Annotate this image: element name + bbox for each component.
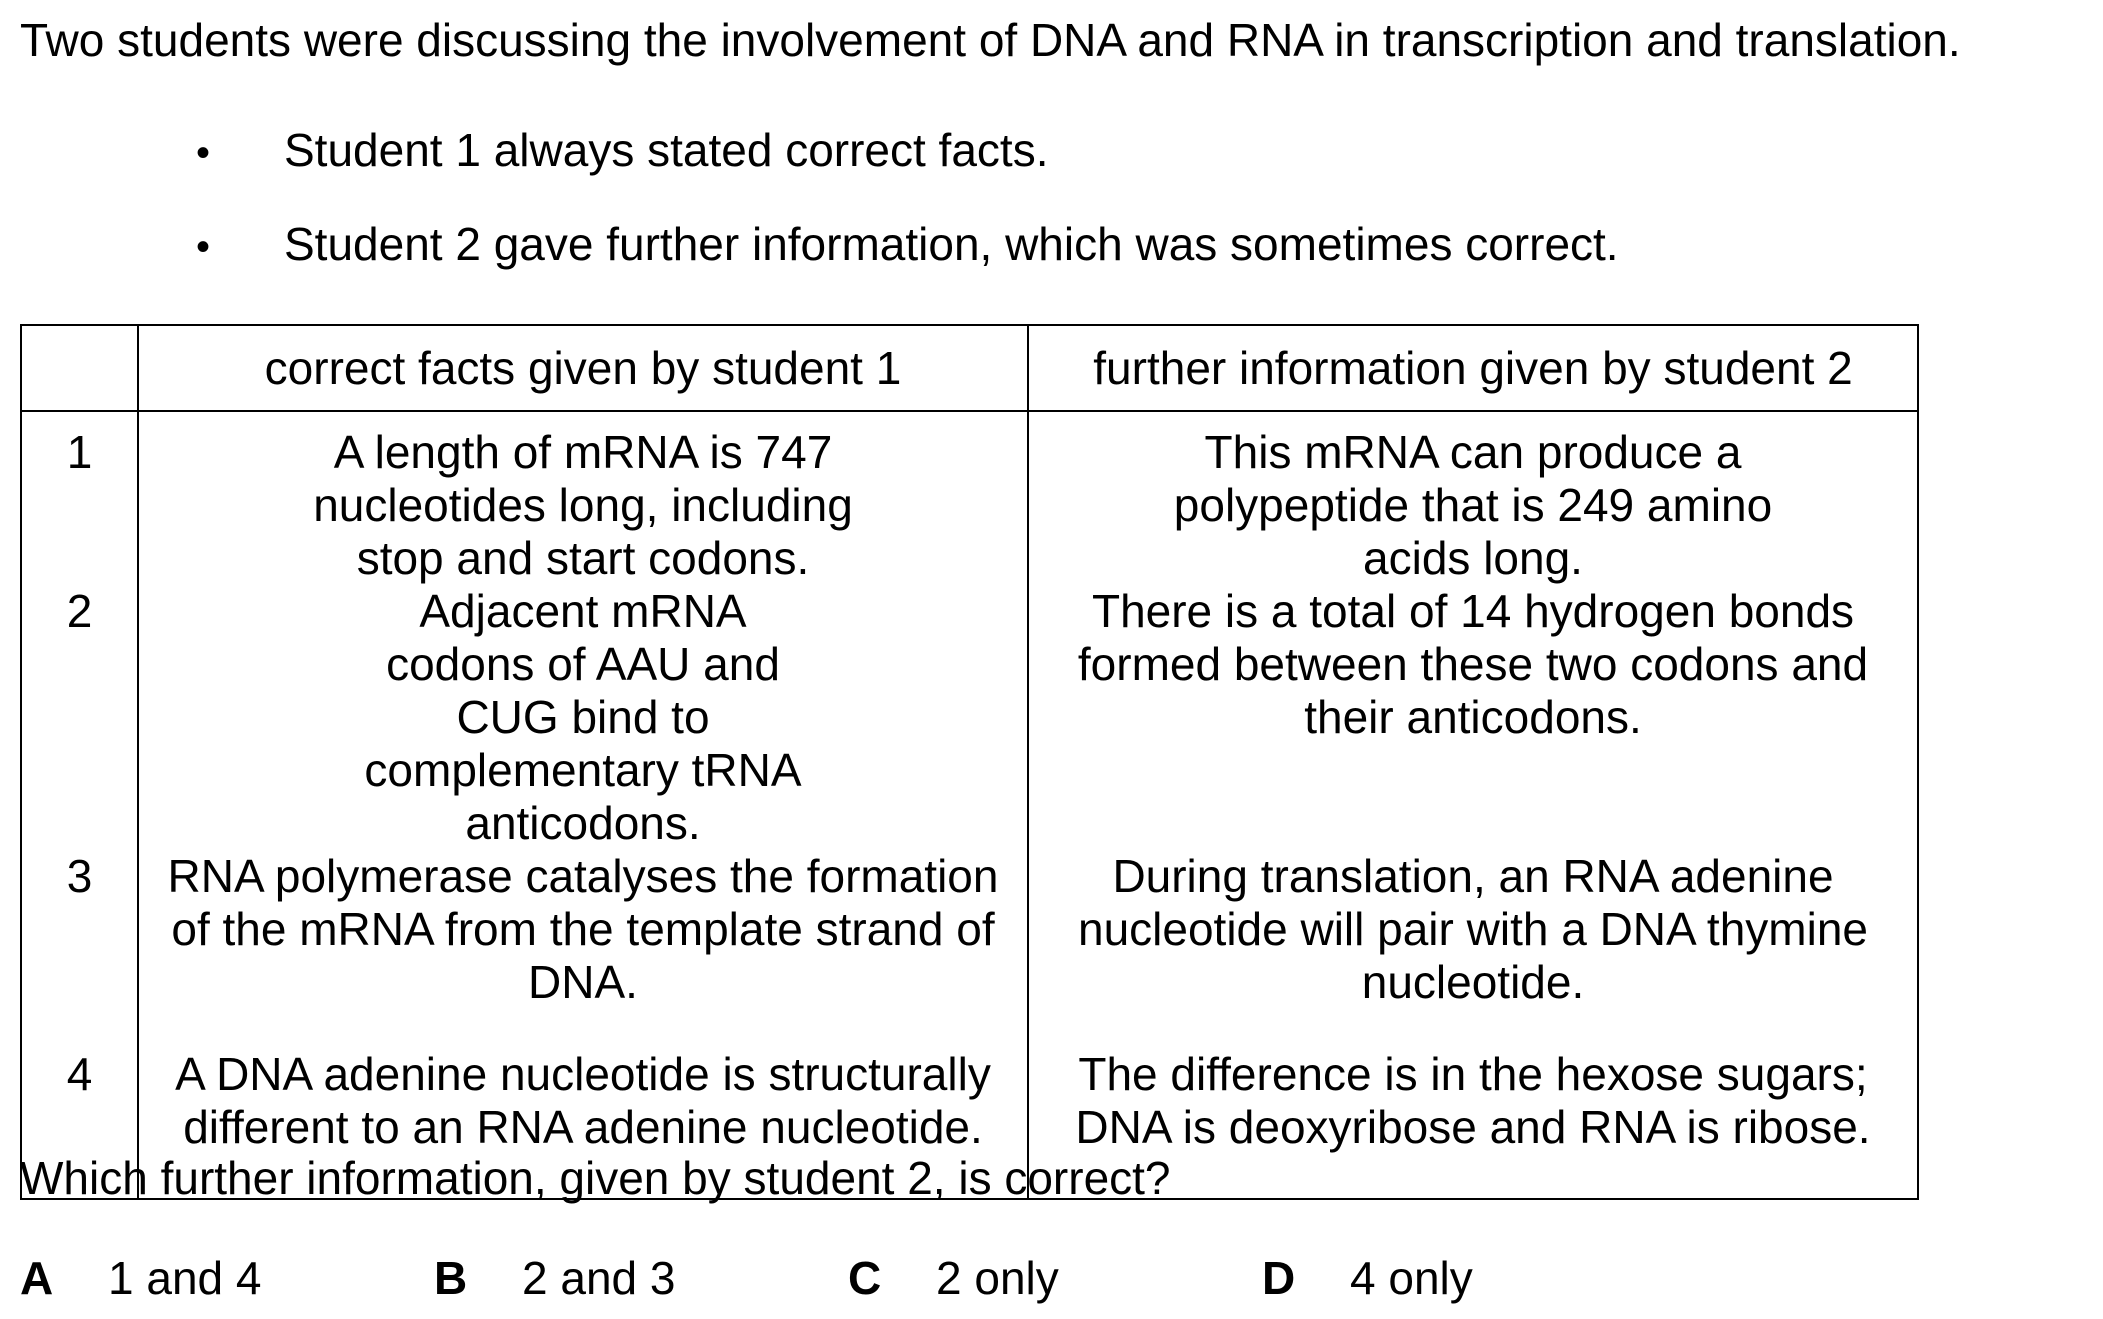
bullet-text: Student 1 always stated correct facts. [284, 124, 1049, 176]
bullet-icon: • [196, 131, 211, 175]
row-number-text: 4 [66, 1048, 93, 1100]
bullet-icon: • [196, 225, 211, 269]
fact-text: Adjacent mRNA codons of AAU and CUG bind… [364, 585, 802, 849]
fact-text: A length of mRNA is 747 nucleotides long… [313, 426, 853, 584]
header-number [20, 324, 139, 412]
info-cell: The difference is in the hexose sugars; … [1027, 1048, 1919, 1200]
bullet-item: • Student 1 always stated correct facts. [196, 122, 1048, 181]
header-student2-info: further information given by student 2 [1027, 324, 1919, 412]
option-a[interactable]: A 1 and 4 [20, 1250, 261, 1306]
table-row: 2 Adjacent mRNA codons of AAU and CUG bi… [20, 585, 1919, 850]
option-b[interactable]: B 2 and 3 [434, 1250, 675, 1306]
info-cell: This mRNA can produce a polypeptide that… [1027, 411, 1919, 585]
option-letter: C [848, 1252, 882, 1304]
fact-text: A DNA adenine nucleotide is structurally… [175, 1048, 991, 1153]
option-letter: B [434, 1252, 468, 1304]
option-text: 2 and 3 [522, 1252, 676, 1304]
bullet-item: • Student 2 gave further information, whi… [196, 216, 1619, 275]
option-text: 1 and 4 [108, 1252, 262, 1304]
row-number-text: 2 [66, 585, 93, 637]
row-number: 2 [20, 585, 139, 850]
row-number: 1 [20, 411, 139, 585]
option-c[interactable]: C 2 only [848, 1250, 1059, 1306]
fact-cell: A DNA adenine nucleotide is structurally… [137, 1048, 1029, 1200]
option-letter: D [1262, 1252, 1296, 1304]
fact-cell: RNA polymerase catalyses the formation o… [137, 850, 1029, 1048]
row-number: 4 [20, 1048, 139, 1200]
table-header-row: correct facts given by student 1 further… [20, 324, 1919, 412]
intro-text: Two students were discussing the involve… [20, 14, 1961, 66]
info-cell: During translation, an RNA adenine nucle… [1027, 850, 1919, 1048]
option-text: 2 only [936, 1252, 1059, 1304]
info-text: This mRNA can produce a polypeptide that… [1173, 426, 1773, 584]
table-row: 1 A length of mRNA is 747 nucleotides lo… [20, 411, 1919, 585]
info-text: The difference is in the hexose sugars; … [1075, 1048, 1871, 1153]
fact-cell: Adjacent mRNA codons of AAU and CUG bind… [137, 585, 1029, 850]
bullet-text: Student 2 gave further information, whic… [284, 218, 1619, 270]
info-text: During translation, an RNA adenine nucle… [1077, 850, 1869, 1008]
info-text: There is a total of 14 hydrogen bonds fo… [1077, 585, 1869, 743]
option-letter: A [20, 1252, 54, 1304]
facts-table: correct facts given by student 1 further… [20, 324, 1919, 1200]
question-text: Which further information, given by stud… [20, 1152, 1171, 1204]
option-text: 4 only [1350, 1252, 1473, 1304]
table-row: 4 A DNA adenine nucleotide is structural… [20, 1048, 1919, 1200]
header-student1-facts: correct facts given by student 1 [137, 324, 1029, 412]
option-d[interactable]: D 4 only [1262, 1250, 1473, 1306]
row-number-text: 3 [66, 850, 93, 902]
table-row: 3 RNA polymerase catalyses the formation… [20, 850, 1919, 1048]
row-number-text: 1 [66, 426, 93, 478]
fact-cell: A length of mRNA is 747 nucleotides long… [137, 411, 1029, 585]
fact-text: RNA polymerase catalyses the formation o… [167, 850, 999, 1008]
row-number: 3 [20, 850, 139, 1048]
info-cell: There is a total of 14 hydrogen bonds fo… [1027, 585, 1919, 850]
